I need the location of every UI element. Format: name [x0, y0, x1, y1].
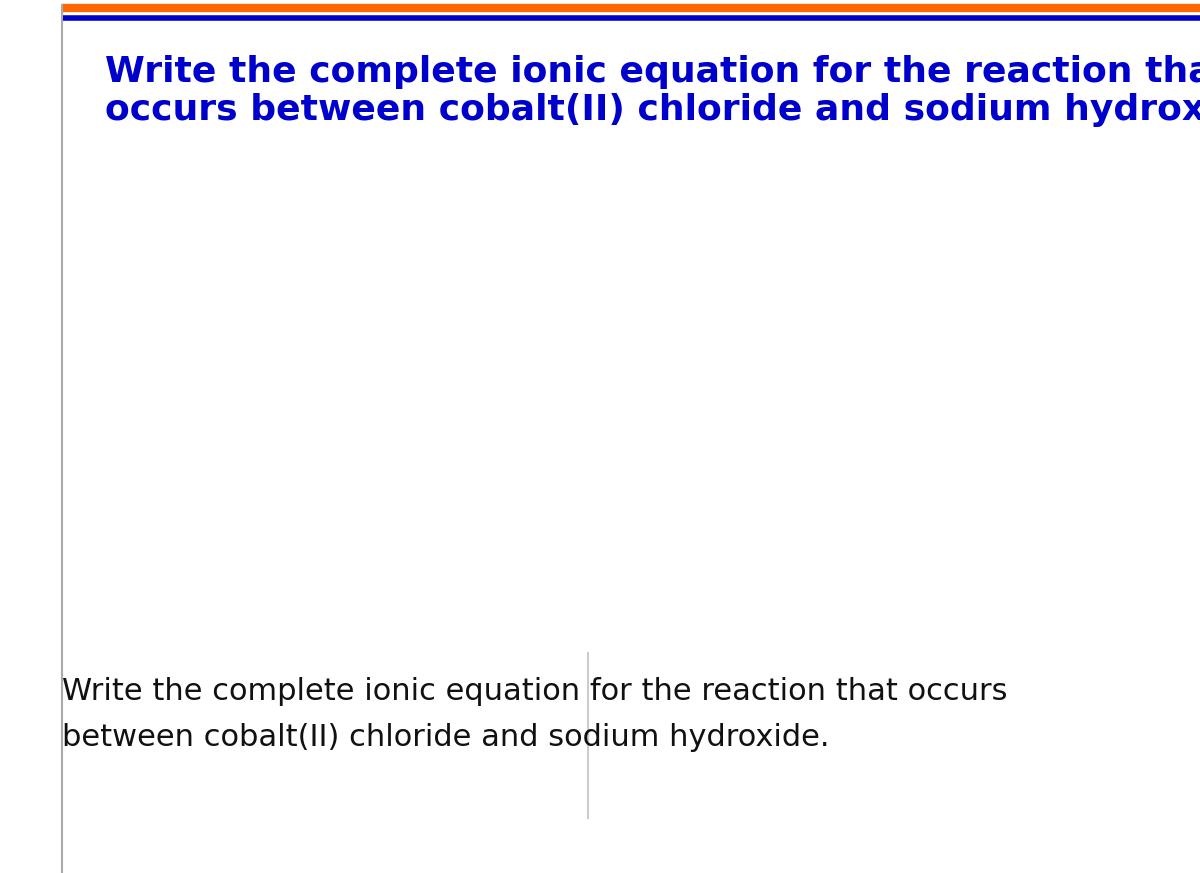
Text: Write the complete ionic equation for the reaction that: Write the complete ionic equation for th…	[106, 55, 1200, 89]
Text: Write the complete ionic equation for the reaction that occurs: Write the complete ionic equation for th…	[62, 677, 1008, 705]
Text: occurs between cobalt(II) chloride and sodium hydroxide.: occurs between cobalt(II) chloride and s…	[106, 93, 1200, 127]
Text: between cobalt(II) chloride and sodium hydroxide.: between cobalt(II) chloride and sodium h…	[62, 724, 829, 753]
